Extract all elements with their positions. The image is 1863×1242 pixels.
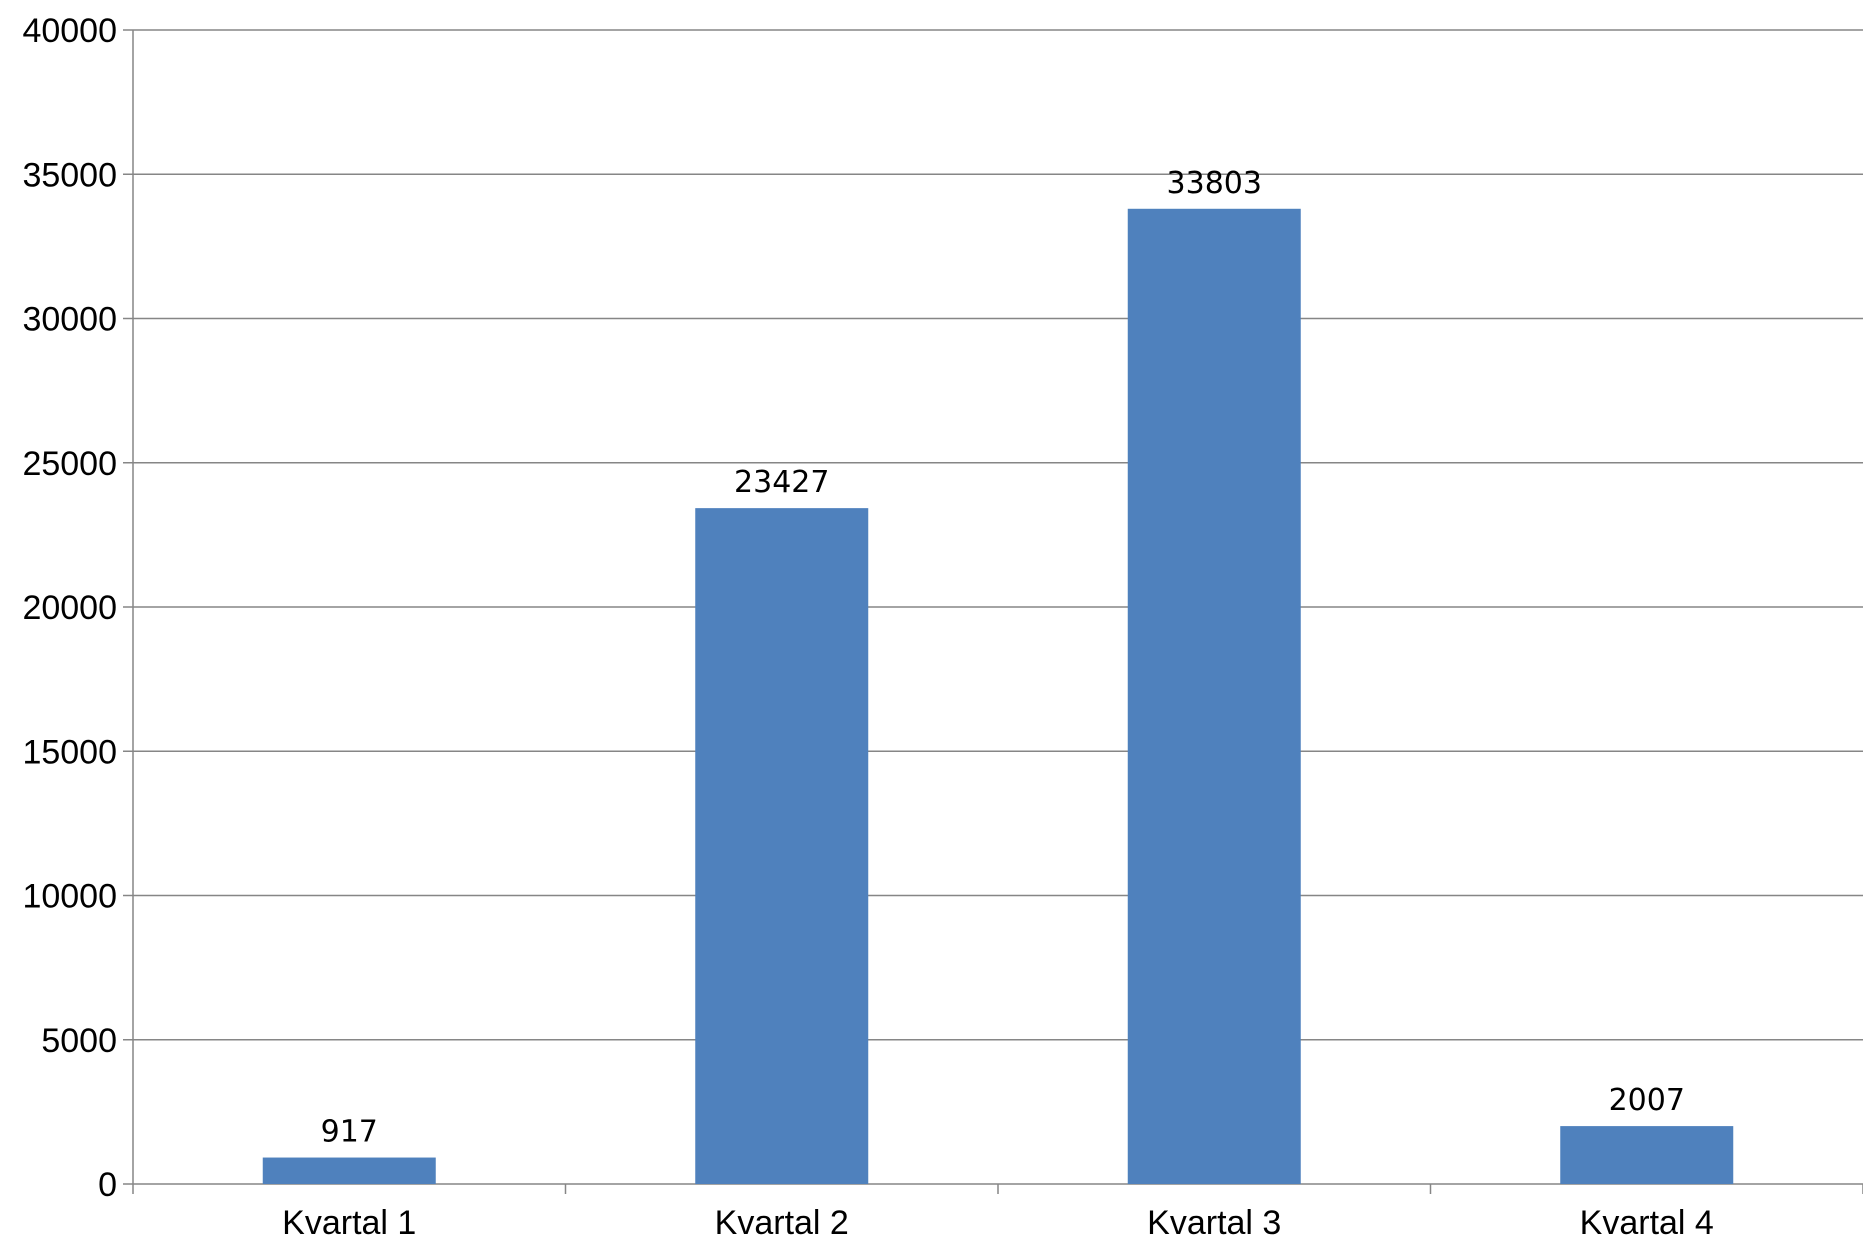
data-label: 23427	[734, 465, 829, 500]
axes	[123, 29, 1863, 1194]
bar	[1560, 1126, 1734, 1184]
y-tick-label: 0	[98, 1166, 117, 1204]
y-tick-label: 10000	[22, 878, 117, 916]
gridlines	[133, 29, 1863, 1041]
y-tick-label: 35000	[22, 156, 117, 194]
bar	[1127, 208, 1301, 1184]
x-category-label: Kvartal 3	[1147, 1204, 1281, 1242]
y-tick-label: 20000	[22, 589, 117, 627]
x-category-label: Kvartal 1	[282, 1204, 416, 1242]
x-category-label: Kvartal 2	[715, 1204, 849, 1242]
x-category-label: Kvartal 4	[1580, 1204, 1714, 1242]
y-tick-label: 5000	[41, 1022, 117, 1060]
data-label: 2007	[1609, 1083, 1685, 1118]
data-label: 33803	[1167, 166, 1262, 201]
y-tick-label: 40000	[22, 12, 117, 50]
bar	[262, 1157, 436, 1184]
labels: 0 5000 10000 15000 20000 25000 30000 35000 40000…	[22, 12, 1713, 1242]
y-tick-label: 30000	[22, 301, 117, 339]
y-tick-label: 15000	[22, 733, 117, 771]
data-label: 917	[321, 1115, 378, 1150]
bars	[262, 208, 1734, 1184]
bar	[695, 508, 869, 1184]
y-tick-label: 25000	[22, 445, 117, 483]
